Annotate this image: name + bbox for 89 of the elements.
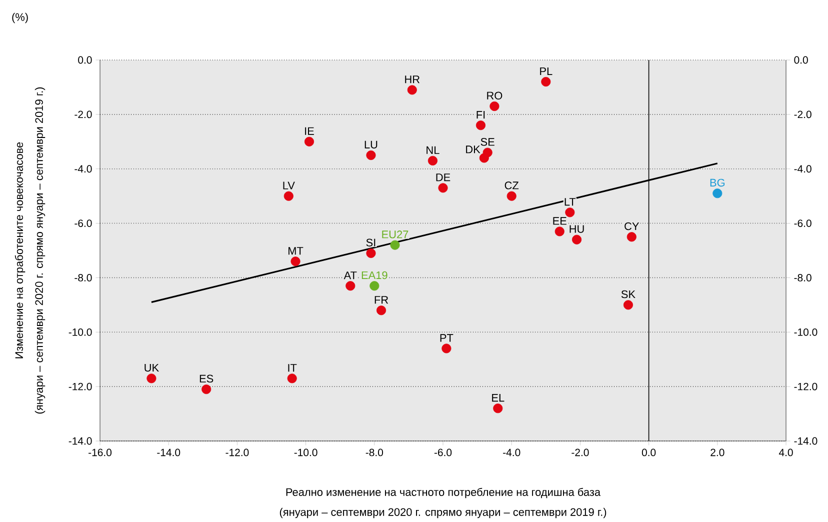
- point: [493, 404, 503, 414]
- point: [366, 248, 376, 258]
- point: [284, 191, 294, 201]
- annotation: NL: [426, 146, 440, 154]
- x-tick-label: -2.0: [572, 448, 589, 456]
- point: [146, 374, 156, 384]
- x-tick-label: -10.0: [294, 448, 318, 456]
- point: [506, 191, 516, 201]
- point: [554, 226, 564, 236]
- text: (януари – септември 2020 г. спрямо януари – септември 2019 г.): [34, 87, 46, 414]
- annotation: EU27: [382, 230, 408, 238]
- y-tick-label: -14.0: [68, 437, 92, 445]
- point: [390, 240, 400, 250]
- x-tick-label: -16.0: [88, 448, 112, 456]
- point: [346, 281, 356, 291]
- annotation: FR: [374, 296, 388, 304]
- annotation: LU: [364, 140, 378, 148]
- point: [541, 76, 551, 87]
- annotation: SI: [366, 238, 376, 246]
- y2-tick-label: -12.0: [794, 382, 818, 390]
- point: [442, 344, 452, 354]
- annotation: EE: [553, 217, 566, 225]
- annotation: HU: [570, 225, 584, 233]
- y-tick-label: -10.0: [68, 328, 92, 336]
- point: [287, 374, 297, 384]
- point: [202, 384, 212, 394]
- y-tick-label: -8.0: [74, 274, 92, 282]
- point: [479, 153, 489, 163]
- point: [626, 232, 636, 242]
- y-axis-title: Изменение на отработените човекочасове: [14, 142, 26, 358]
- point: [438, 183, 448, 193]
- y2-tick-label: -8.0: [794, 274, 812, 282]
- point: [428, 156, 438, 166]
- y-tick-label: -4.0: [74, 165, 92, 173]
- point: [290, 256, 300, 266]
- annotation: PT: [440, 334, 454, 342]
- x-tick-label: -14.0: [157, 448, 180, 456]
- y2-tick-label: 0.0: [794, 56, 808, 64]
- y2-tick-label: -14.0: [794, 437, 818, 445]
- annotation: SK: [621, 290, 636, 298]
- annotation: EA19: [362, 271, 388, 280]
- point: [476, 120, 486, 130]
- annotation: AT: [344, 272, 357, 280]
- annotation: LT: [564, 198, 576, 206]
- x-tick-label: 0.0: [642, 448, 656, 456]
- annotation: DE: [436, 174, 450, 182]
- annotation: ES: [200, 374, 214, 383]
- y2-tick-label: -2.0: [794, 110, 812, 118]
- annotation: IT: [288, 364, 297, 372]
- annotation: SE: [480, 138, 494, 146]
- point: [304, 136, 314, 146]
- text: (януари – септември 2020 г. спрямо януари – септември 2019 г.): [280, 508, 606, 518]
- y2-tick-label: -4.0: [794, 165, 812, 173]
- y-tick-label: 0.0: [78, 56, 92, 64]
- y-tick-label: -12.0: [68, 382, 92, 390]
- annotation: RO: [487, 92, 502, 100]
- point: [565, 208, 575, 218]
- y-tick-label: -6.0: [74, 220, 92, 227]
- x-tick-label: -4.0: [503, 448, 520, 456]
- point: [376, 306, 386, 316]
- x-tick-label: 4.0: [778, 448, 793, 456]
- y2-tick-label: -6.0: [794, 220, 812, 227]
- annotation: LV: [283, 182, 295, 190]
- annotation: PL: [540, 67, 552, 75]
- annotation: HR: [405, 76, 420, 84]
- point: [712, 188, 722, 198]
- x-tick-label: -12.0: [226, 448, 249, 456]
- y-tick-label: -2.0: [74, 110, 92, 118]
- y2-tick-label: -10.0: [794, 328, 818, 336]
- annotation: IE: [305, 127, 314, 135]
- x-tick-label: 2.0: [710, 448, 724, 456]
- point: [370, 281, 380, 291]
- annotation: UK: [144, 364, 159, 372]
- point: [623, 300, 634, 310]
- annotation: FI: [476, 111, 485, 119]
- x-tick-label: -8.0: [366, 448, 384, 456]
- annotation: MT: [288, 247, 304, 255]
- annotation: CY: [624, 222, 640, 230]
- point: [407, 85, 417, 95]
- annotation: EL: [492, 394, 504, 402]
- annotation: DK: [466, 146, 480, 154]
- annotation: BG: [710, 178, 725, 187]
- point: [572, 234, 582, 244]
- x-tick-label: -6.0: [434, 448, 452, 456]
- text: (%): [12, 12, 28, 24]
- point: [366, 150, 376, 160]
- x-axis-title: Реално изменение на частното потребление на годишна база: [286, 488, 601, 498]
- annotation: CZ: [504, 182, 519, 190]
- point: [490, 101, 500, 112]
